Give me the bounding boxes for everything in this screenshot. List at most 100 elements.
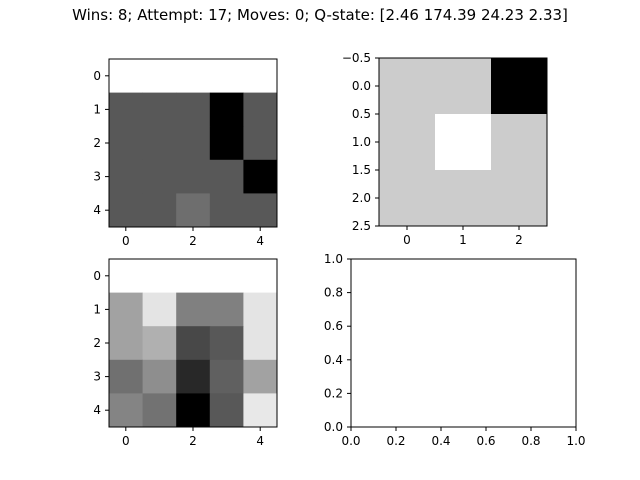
top-right-x-tick-label: 0 [403,233,411,247]
bottom-right-frame [350,258,577,428]
bottom-left-cell [142,359,177,394]
bottom-left-cell [109,292,143,327]
top-left-cell [142,159,177,194]
bottom-right-x-tick-label: 0.8 [521,434,540,448]
top-right-y-tick-label: 2.0 [352,191,371,205]
bottom-left-cell [176,393,211,428]
top-left-cell [209,126,244,161]
bottom-left-cell [109,326,143,361]
top-left-cell [176,92,211,127]
panel-top-right-imshow: 0 1 2 −0.5 0.0 0.5 1.0 1.5 2.0 2.5 [342,51,548,247]
top-left-y-tick-label: 1 [93,102,101,116]
top-left-cell [243,159,278,194]
bottom-right-x-tick-label: 0.6 [476,434,495,448]
top-right-cell [491,114,548,171]
bottom-left-cell [176,292,211,327]
bottom-right-x-tick-label: 0.0 [341,434,360,448]
bottom-left-x-tick-label: 4 [256,434,264,448]
top-left-cell [176,193,211,228]
bottom-right-x-tick-label: 1.0 [566,434,585,448]
top-right-cell [435,170,492,227]
bottom-left-cell [109,359,143,394]
top-left-x-tick-label: 0 [122,234,130,248]
panel-bottom-right-empty-axes: 0.0 0.2 0.4 0.6 0.8 1.0 0.0 0.2 0.4 0.6 0.8 1.0 [324,252,586,448]
top-left-cell [243,59,278,93]
top-left-y-tick-label: 0 [93,69,101,83]
top-left-cell [142,92,177,127]
top-right-y-tick-label: 1.0 [352,135,371,149]
top-left-cell [109,193,143,228]
bottom-left-cell [243,359,278,394]
top-left-cell [142,193,177,228]
bottom-right-y-tick-label: 0.0 [324,420,343,434]
bottom-right-y-tick-label: 0.4 [324,353,343,367]
top-left-x-tick-label: 2 [189,234,197,248]
top-left-cell [109,159,143,194]
bottom-left-x-tick-label: 0 [122,434,130,448]
bottom-left-x-tick-label: 2 [189,434,197,448]
top-left-y-tick-label: 4 [93,203,101,217]
bottom-left-cell [142,259,177,293]
top-right-cell [379,170,436,227]
bottom-left-cell [243,326,278,361]
top-left-cell [209,59,244,93]
bottom-right-y-tick-label: 0.6 [324,319,343,333]
bottom-left-cell [209,393,244,428]
top-left-cell [109,59,143,93]
top-left-cell [209,92,244,127]
bottom-left-cell [142,292,177,327]
top-left-cell [209,159,244,194]
top-left-cell [142,59,177,93]
bottom-left-cell [243,259,278,293]
top-left-cell [142,126,177,161]
top-right-cell [491,170,548,227]
bottom-left-cell [209,259,244,293]
bottom-left-cell [176,259,211,293]
bottom-left-y-tick-label: 4 [93,403,101,417]
top-right-x-tick-label: 1 [459,233,467,247]
top-right-y-tick-label: 0.5 [352,107,371,121]
top-right-cell [379,58,436,115]
bottom-left-cell [243,393,278,428]
top-left-cell [243,193,278,228]
top-left-cell [176,159,211,194]
top-right-y-tick-label: −0.5 [342,51,371,65]
top-left-cell [109,126,143,161]
bottom-left-y-tick-label: 2 [93,336,101,350]
bottom-right-y-tick-label: 0.8 [324,286,343,300]
top-right-y-tick-label: 1.5 [352,163,371,177]
panel-bottom-left-imshow: 0 2 4 0 1 2 3 4 [93,258,278,448]
bottom-left-cell [209,292,244,327]
bottom-left-y-tick-label: 1 [93,302,101,316]
bottom-left-cell [142,393,177,428]
top-left-cell [209,193,244,228]
bottom-left-cell [243,292,278,327]
top-left-y-tick-label: 2 [93,136,101,150]
bottom-left-cell [176,359,211,394]
top-right-y-tick-label: 2.5 [352,219,371,233]
top-right-y-tick-label: 0.0 [352,79,371,93]
top-left-cell [176,59,211,93]
top-left-y-tick-label: 3 [93,170,101,184]
top-left-cell [243,92,278,127]
bottom-right-y-tick-label: 1.0 [324,252,343,266]
panel-top-left-imshow: 0 2 4 0 1 2 3 4 [93,58,278,248]
bottom-left-cell [109,259,143,293]
top-right-cell [435,58,492,115]
figure-title: Wins: 8; Attempt: 17; Moves: 0; Q-state:… [72,6,568,24]
top-left-x-tick-label: 4 [256,234,264,248]
bottom-left-cell [109,393,143,428]
bottom-left-cell [209,326,244,361]
top-left-cell [176,126,211,161]
bottom-left-cell [209,359,244,394]
bottom-right-y-tick-label: 0.2 [324,386,343,400]
bottom-right-x-tick-label: 0.2 [386,434,405,448]
bottom-left-cell [142,326,177,361]
bottom-left-y-tick-label: 3 [93,370,101,384]
top-right-x-tick-label: 2 [515,233,523,247]
top-left-cell [243,126,278,161]
bottom-right-x-tick-label: 0.4 [431,434,450,448]
top-left-cell [109,92,143,127]
top-right-cell [379,114,436,171]
